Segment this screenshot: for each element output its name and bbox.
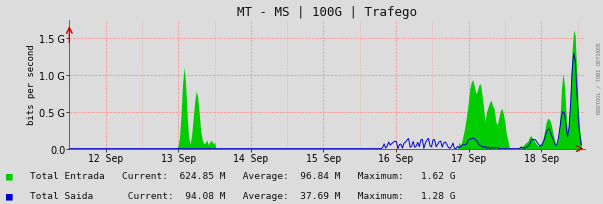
Title: MT - MS | 100G | Trafego: MT - MS | 100G | Trafego <box>237 6 417 19</box>
Text: ■: ■ <box>6 191 13 201</box>
Text: Total Saida      Current:  94.08 M   Average:  37.69 M   Maximum:   1.28 G: Total Saida Current: 94.08 M Average: 37… <box>30 191 456 200</box>
Text: RRDTOOL / TOBI OETIKER: RRDTOOL / TOBI OETIKER <box>597 42 602 113</box>
Text: ■: ■ <box>6 171 13 180</box>
Y-axis label: bits per second: bits per second <box>27 44 36 125</box>
Text: Total Entrada   Current:  624.85 M   Average:  96.84 M   Maximum:   1.62 G: Total Entrada Current: 624.85 M Average:… <box>30 171 456 180</box>
